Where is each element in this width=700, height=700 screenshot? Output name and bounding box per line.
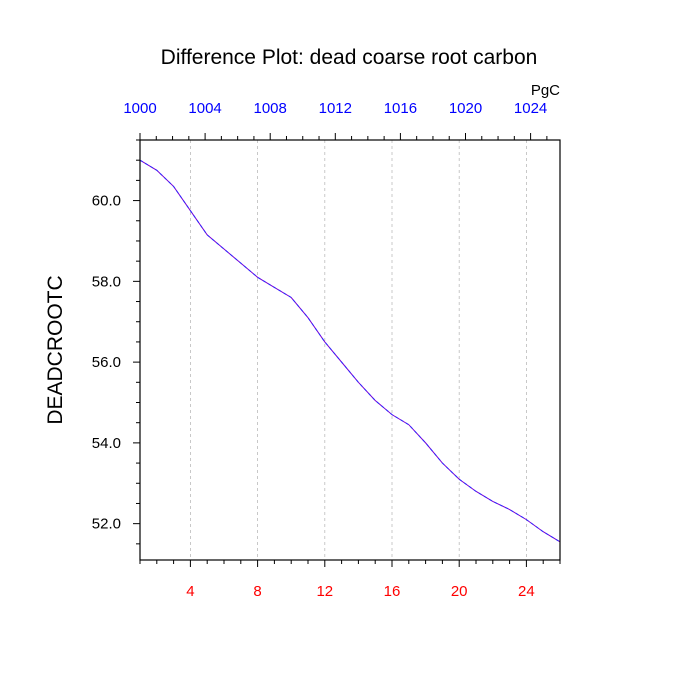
top-tick-label: 1008 <box>254 100 287 117</box>
top-tick-label: 1000 <box>123 100 156 117</box>
y-tick-label: 56.0 <box>92 354 121 371</box>
plot-frame <box>139 139 561 561</box>
y-axis-label: DEADCROOTC <box>44 275 67 424</box>
y-tick-label: 60.0 <box>92 193 121 210</box>
series-line-dash <box>139 159 561 543</box>
grid-layer <box>189 140 527 560</box>
x-tick-label: 24 <box>518 583 535 600</box>
chart-title: Difference Plot: dead coarse root carbon <box>161 46 538 69</box>
top-tick-label: 1012 <box>319 100 352 117</box>
y-tick-label: 58.0 <box>92 273 121 290</box>
x-tick-label: 4 <box>186 583 194 600</box>
tick-layer: 4 8 12 16 20 24 1000 1004 1008 1012 1016 1020 1024 52… <box>92 100 561 600</box>
x-tick-label: 8 <box>253 583 261 600</box>
top-tick-label: 1024 <box>514 100 547 117</box>
y-tick-label: 52.0 <box>92 516 121 533</box>
series-layer <box>139 159 561 543</box>
x-tick-label: 20 <box>451 583 468 600</box>
top-tick-label: 1016 <box>384 100 417 117</box>
top-tick-label: 1020 <box>449 100 482 117</box>
x-tick-label: 16 <box>384 583 401 600</box>
series-line <box>139 159 561 543</box>
x-tick-label: 12 <box>316 583 333 600</box>
top-tick-label: 1004 <box>188 100 221 117</box>
units-label: PgC <box>531 82 560 99</box>
y-tick-label: 54.0 <box>92 435 121 452</box>
